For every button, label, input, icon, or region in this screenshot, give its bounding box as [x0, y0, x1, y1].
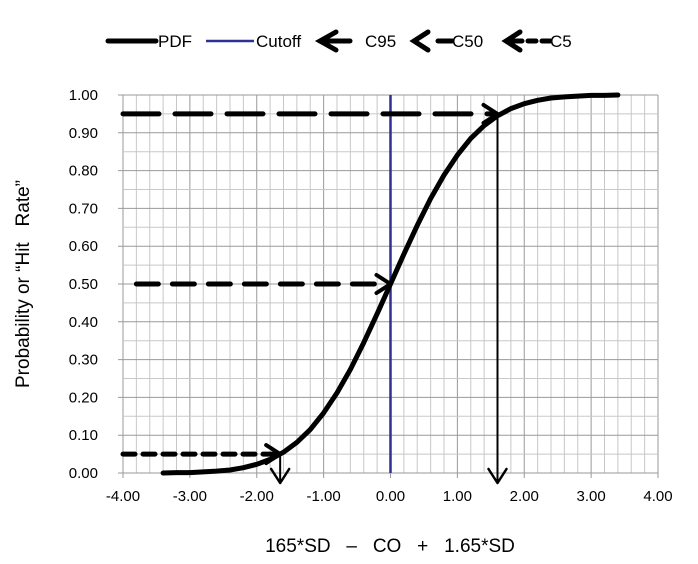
y-tick-label: 0.90 — [69, 125, 98, 142]
y-tick-label: 0.00 — [69, 465, 98, 482]
legend-swatch-c50 — [409, 29, 455, 53]
legend-label-c50: C50 — [452, 32, 483, 51]
x-tick-label: 3.00 — [577, 488, 606, 505]
y-axis-title: Probability or “Hit Rate” — [13, 180, 34, 388]
y-tick-label: 1.00 — [69, 87, 98, 104]
tick-labels: -4.00 -3.00 -2.00 -1.00 0.00 1.00 2.00 3.00 4.00… — [69, 87, 673, 505]
legend-label-pdf: PDF — [158, 32, 192, 51]
x-tick-label: 1.00 — [443, 488, 472, 505]
legend: PDF Cutoff C95 C50 C5 — [105, 29, 572, 53]
legend-swatch-c95 — [314, 29, 353, 53]
c5-drop-arrowhead — [269, 467, 291, 485]
y-tick-label: 0.60 — [69, 238, 98, 255]
x-tick-label: -3.00 — [173, 488, 207, 505]
x-tick-label: -4.00 — [106, 488, 140, 505]
x-tick-label: -1.00 — [307, 488, 341, 505]
x-axis-title: 165*SD – CO + 1.65*SD — [265, 536, 515, 557]
legend-label-c5: C5 — [550, 32, 572, 51]
legend-label-c95: C95 — [365, 32, 396, 51]
legend-label-cutoff: Cutoff — [256, 32, 301, 51]
c95-drop-arrowhead — [487, 467, 508, 485]
x-tick-label: -2.00 — [240, 488, 274, 505]
x-tick-label: 2.00 — [510, 488, 539, 505]
series-marks — [120, 92, 621, 485]
y-tick-label: 0.50 — [69, 276, 98, 293]
x-tick-label: 4.00 — [643, 488, 672, 505]
y-tick-label: 0.80 — [69, 163, 98, 180]
y-tick-label: 0.40 — [69, 314, 98, 331]
y-tick-label: 0.70 — [69, 200, 98, 217]
y-tick-label: 0.20 — [69, 389, 98, 406]
pdf-curve — [160, 92, 621, 476]
y-tick-label: 0.10 — [69, 427, 98, 444]
x-tick-label: 0.00 — [376, 488, 405, 505]
legend-swatch-c5 — [501, 29, 553, 53]
y-tick-label: 0.30 — [69, 352, 98, 369]
